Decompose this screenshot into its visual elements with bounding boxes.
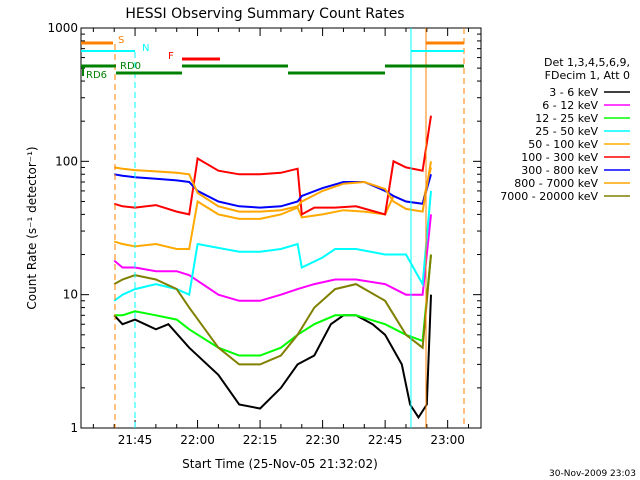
y-tick-label: 1 bbox=[70, 421, 78, 435]
legend-header: FDecim 1, Att 0 bbox=[545, 69, 630, 82]
state-label-rd0: RD0 bbox=[120, 61, 141, 72]
legend-item: 800 - 7000 keV bbox=[514, 177, 598, 190]
series-line-4 bbox=[113, 167, 432, 250]
x-axis: 21:45 22:00 22:15 22:30 22:45 23:00 bbox=[92, 28, 469, 447]
series-line-3 bbox=[113, 190, 432, 302]
legend-item: 300 - 800 keV bbox=[521, 164, 598, 177]
y-tick-label: 100 bbox=[55, 154, 78, 168]
legend-header: Det 1,3,4,5,6,9, bbox=[544, 56, 630, 69]
legend: Det 1,3,4,5,6,9,FDecim 1, Att 0 3 - 6 keV… bbox=[500, 56, 630, 203]
legend-item: 7000 - 20000 keV bbox=[500, 190, 598, 203]
legend-item: 12 - 25 keV bbox=[535, 112, 598, 125]
series-group bbox=[113, 115, 432, 420]
state-label-s: S bbox=[118, 35, 124, 46]
legend-item: 25 - 50 keV bbox=[535, 125, 598, 138]
plot-frame bbox=[80, 27, 482, 429]
x-tick-label: 23:00 bbox=[430, 433, 465, 447]
series-line-6 bbox=[114, 173, 432, 209]
chart-title: HESSI Observing Summary Count Rates bbox=[125, 6, 404, 22]
y-tick-label: 10 bbox=[63, 288, 78, 302]
legend-item: 3 - 6 keV bbox=[549, 86, 598, 99]
state-label-f: F bbox=[168, 51, 174, 62]
state-bars: S N F RD0 RD6 bbox=[81, 28, 465, 428]
state-label-rd6: RD6 bbox=[86, 70, 107, 81]
legend-item: 50 - 100 keV bbox=[528, 138, 598, 151]
y-axis-label: Count Rate (s⁻¹ detector⁻¹) bbox=[25, 146, 39, 309]
legend-item: 6 - 12 keV bbox=[542, 99, 598, 112]
x-tick-label: 22:00 bbox=[180, 433, 215, 447]
series-line-0 bbox=[113, 294, 432, 420]
y-axis: 1 10 100 1000 bbox=[47, 21, 481, 435]
timestamp-label: 30-Nov-2009 23:03 bbox=[549, 469, 636, 479]
state-label-n: N bbox=[142, 43, 149, 54]
legend-item: 100 - 300 keV bbox=[521, 151, 598, 164]
x-tick-label: 22:30 bbox=[305, 433, 340, 447]
x-tick-label: 22:15 bbox=[243, 433, 278, 447]
series-line-8 bbox=[113, 254, 432, 366]
series-line-2 bbox=[114, 254, 432, 357]
x-tick-label: 22:45 bbox=[368, 433, 403, 447]
series-line-7 bbox=[114, 161, 432, 213]
y-tick-label: 1000 bbox=[47, 21, 78, 35]
series-line-1 bbox=[113, 214, 432, 302]
series-line-5 bbox=[113, 115, 432, 217]
x-axis-label: Start Time (25-Nov-05 21:32:02) bbox=[182, 457, 378, 471]
x-tick-label: 21:45 bbox=[118, 433, 153, 447]
